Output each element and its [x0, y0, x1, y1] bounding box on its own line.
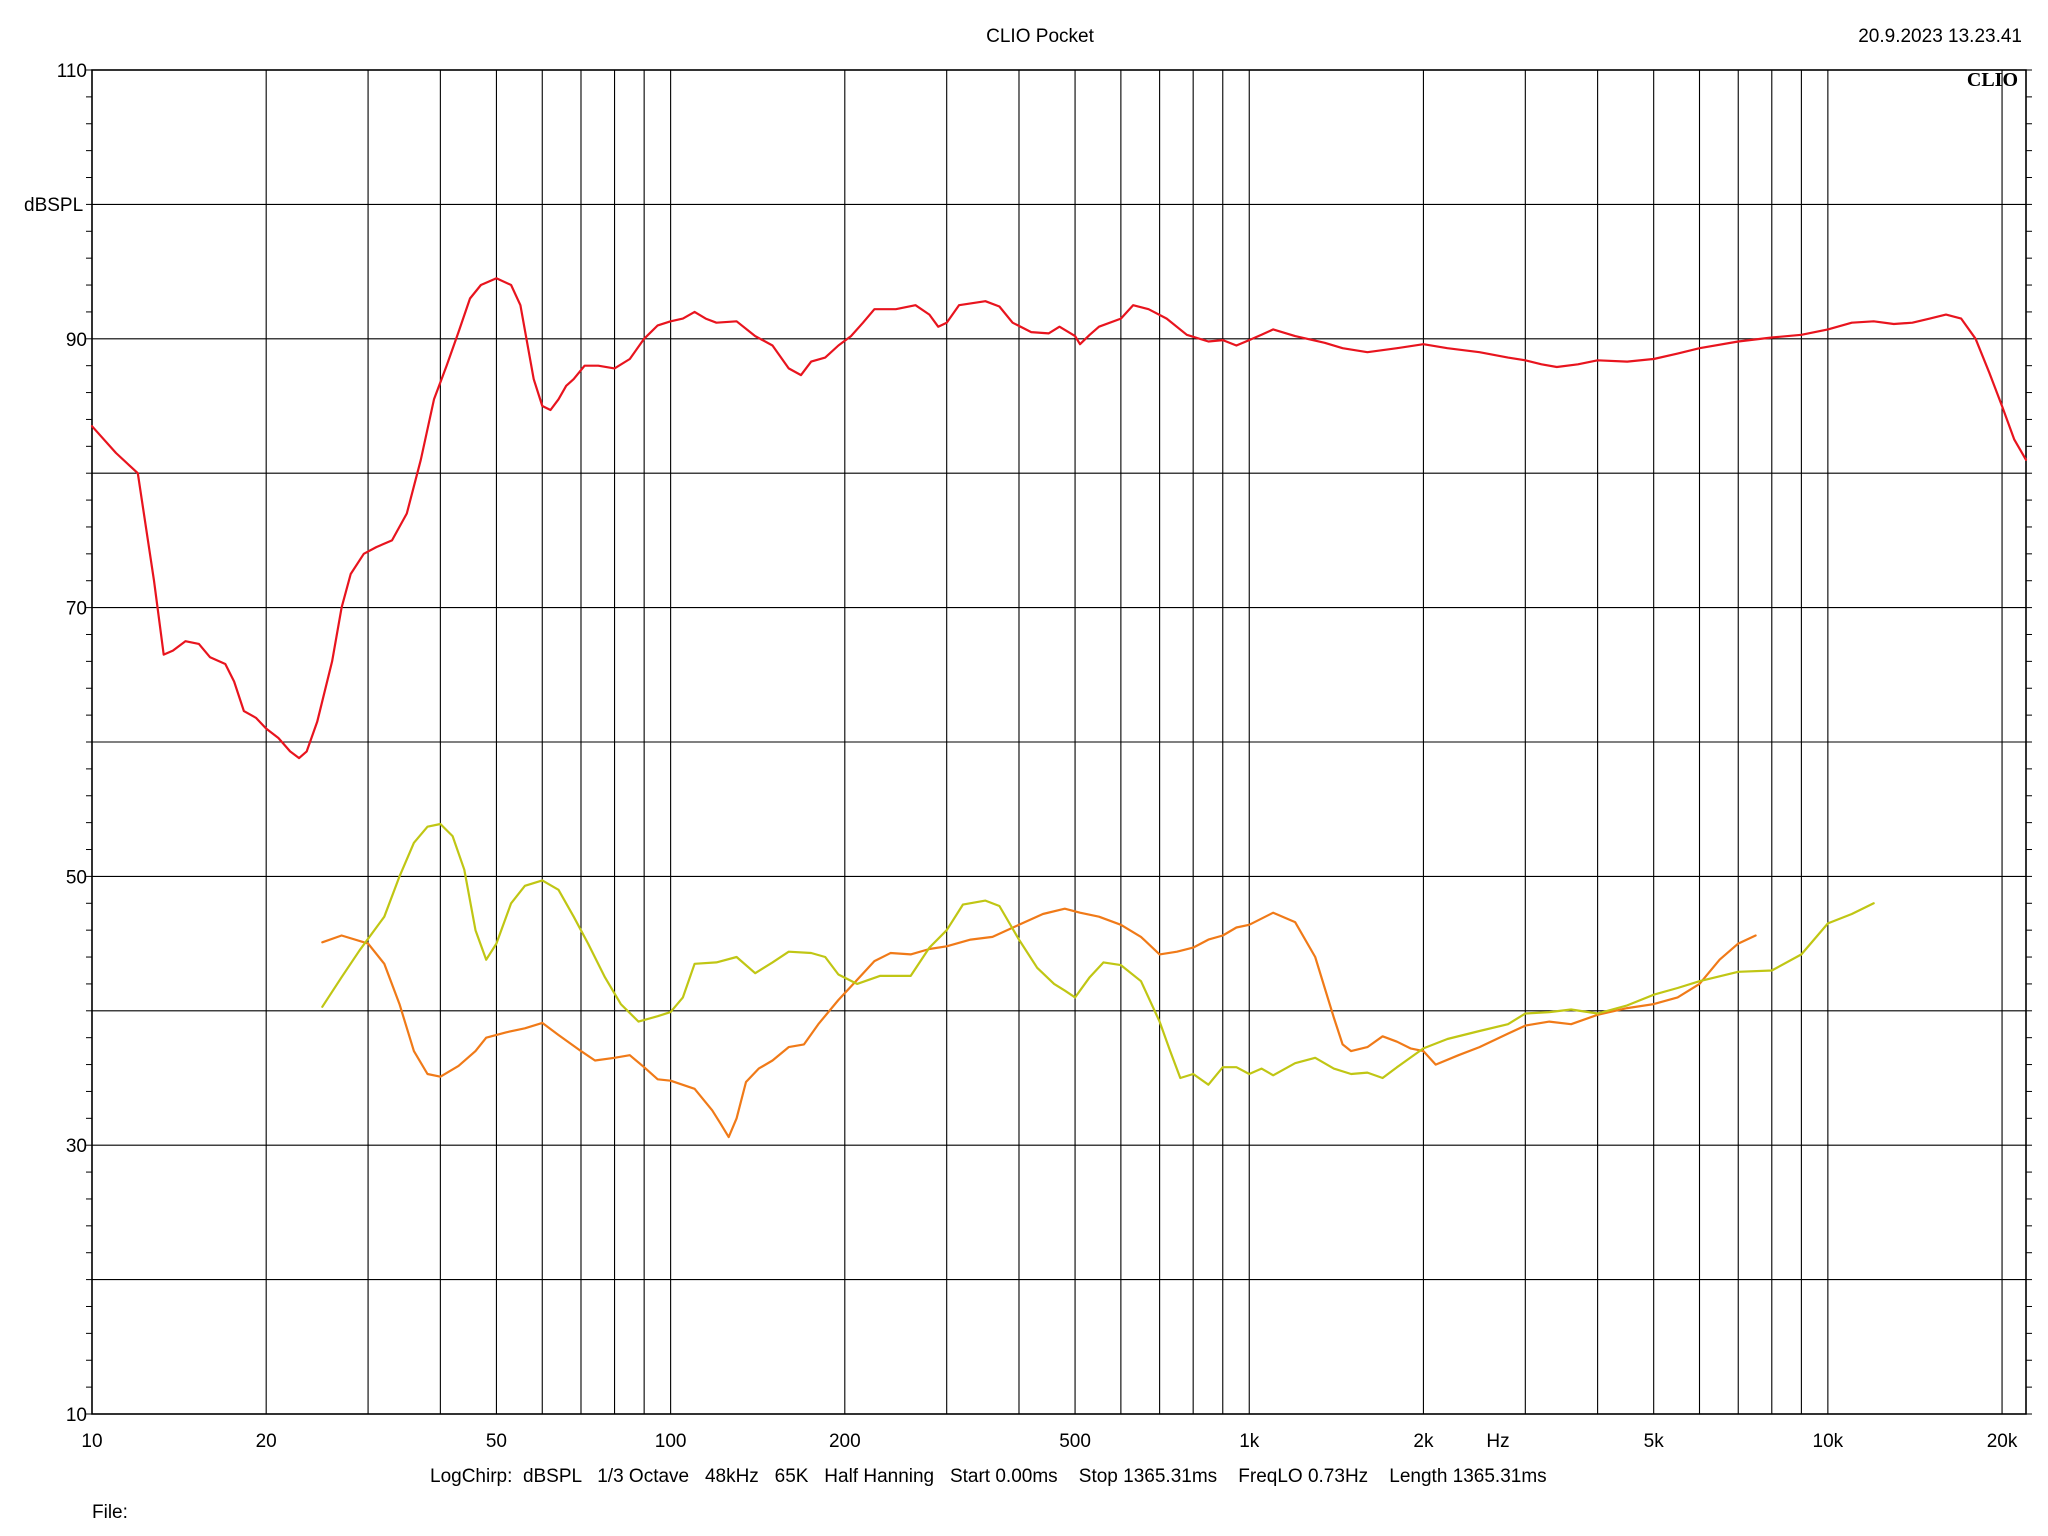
- y-tick-label: 10: [66, 1405, 87, 1426]
- x-tick-label: 500: [1059, 1431, 1091, 1452]
- x-tick-label: 5k: [1644, 1431, 1665, 1452]
- x-tick-label: 50: [486, 1431, 507, 1452]
- x-tick-labels: 10 20 50 100 200 500 1k 2k 5k 10k 20k: [81, 1431, 2017, 1452]
- x-tick-label: 100: [655, 1431, 687, 1452]
- series-group: [90, 277, 2028, 1139]
- series-line-3: [321, 822, 1875, 1086]
- y-tick-label: 50: [66, 867, 87, 888]
- y-tick-label: 30: [66, 1136, 87, 1157]
- chart-title: CLIO Pocket: [986, 26, 1094, 47]
- y-tick-label: 90: [66, 330, 87, 351]
- y-tick-label: 110: [57, 61, 87, 82]
- x-tick-label: 10: [81, 1431, 102, 1452]
- x-tick-label: 20: [256, 1431, 277, 1452]
- x-tick-label: 10k: [1813, 1431, 1844, 1452]
- clio-logo-mark: CLIO: [1967, 69, 2018, 91]
- plot-frame: [91, 69, 2027, 1415]
- x-tick-label: 20k: [1987, 1431, 2018, 1452]
- x-tick-label: 200: [829, 1431, 861, 1452]
- y-tick-labels: 10 30 50 70 90 110: [57, 61, 87, 1426]
- x-tick-label: 2k: [1413, 1431, 1434, 1452]
- y-tick-label: 70: [66, 599, 87, 620]
- measurement-settings: LogChirp: dBSPL 1/3 Octave 48kHz 65K Hal…: [430, 1466, 1547, 1487]
- series-line-2: [321, 907, 1757, 1139]
- timestamp: 20.9.2023 13.23.41: [1858, 26, 2022, 47]
- y-axis-label: dBSPL: [24, 195, 83, 216]
- grid-lines: [92, 70, 2026, 1414]
- x-tick-label: 1k: [1239, 1431, 1260, 1452]
- series-line-1: [90, 277, 2028, 760]
- minor-ticks: [86, 69, 2032, 1415]
- x-axis-label: Hz: [1486, 1431, 1509, 1452]
- file-label: File:: [92, 1502, 128, 1523]
